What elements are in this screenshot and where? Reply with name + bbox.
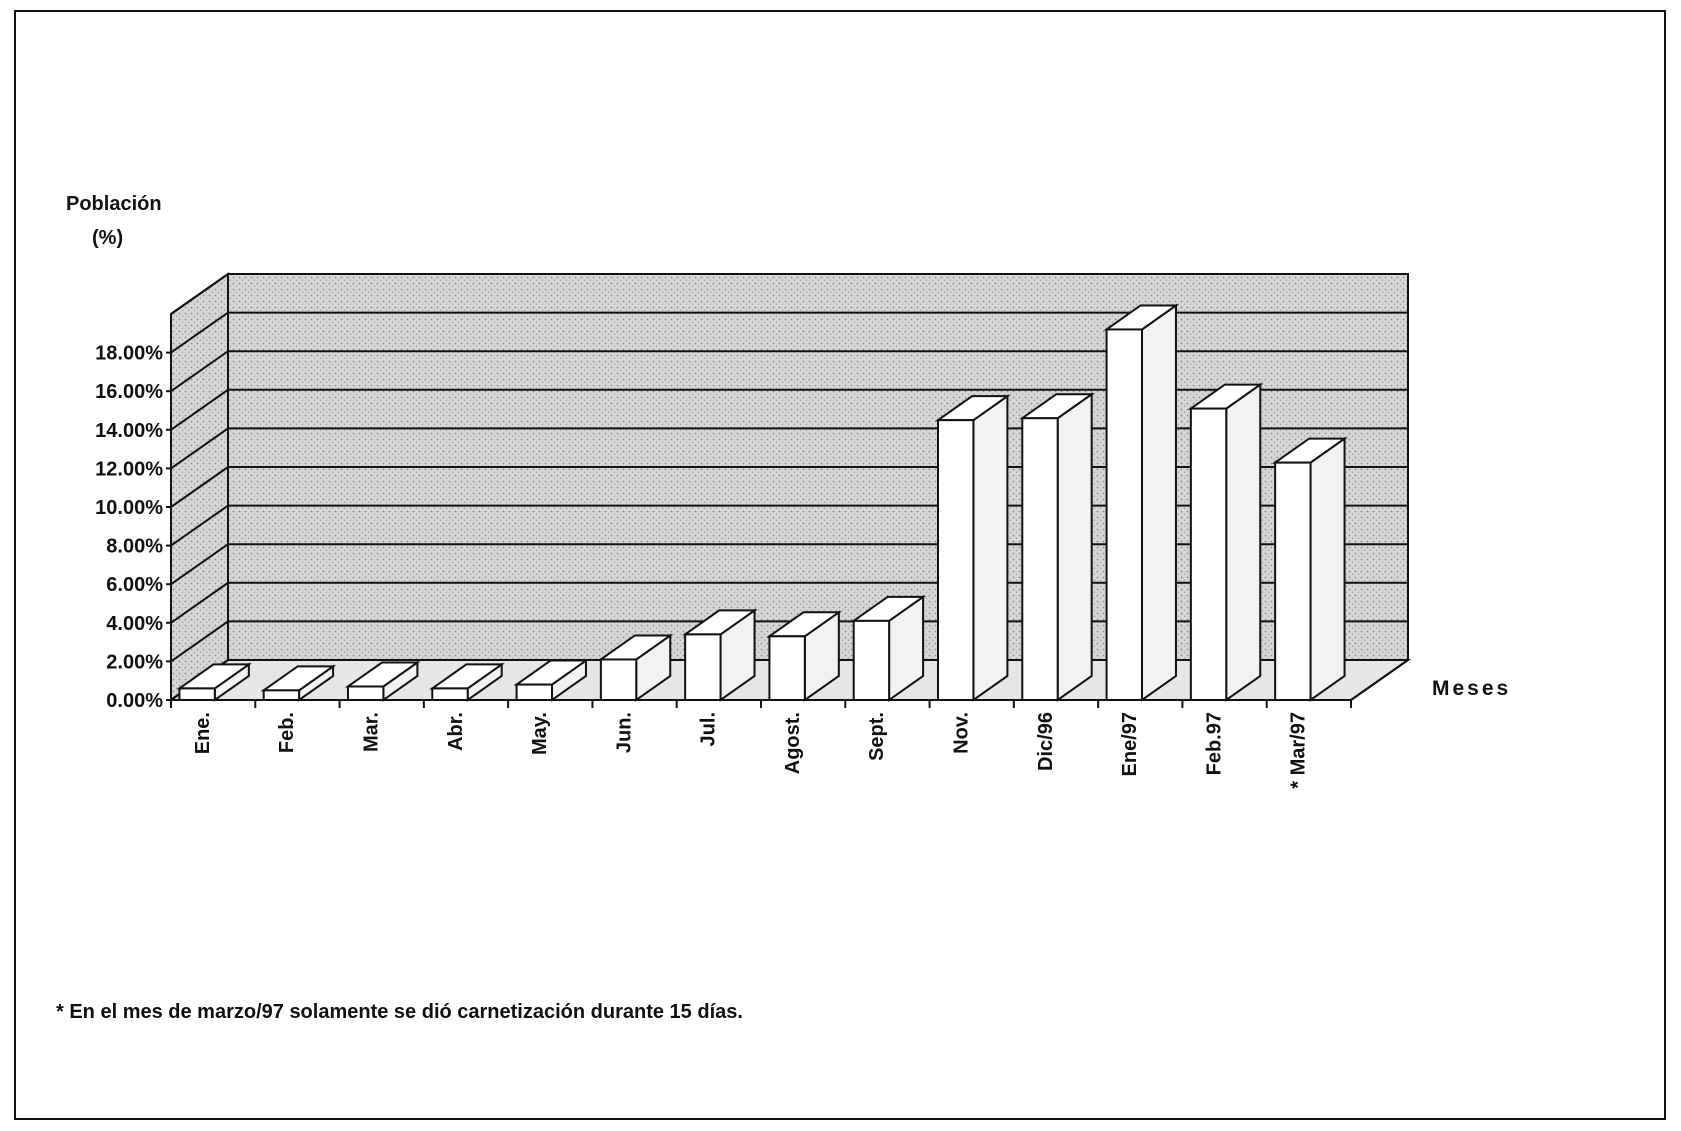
y-tick-label: 14.00% <box>95 420 163 442</box>
bar <box>766 610 842 702</box>
gridline <box>170 350 1408 393</box>
bar-front <box>768 635 806 701</box>
bar-front <box>1105 328 1143 701</box>
bar-front <box>1274 461 1312 701</box>
bar <box>513 658 590 702</box>
x-tick-label: Feb. <box>276 712 298 753</box>
bar-front <box>515 683 553 701</box>
bar <box>1271 436 1348 702</box>
bar-front <box>937 419 975 701</box>
gridlines <box>170 273 1408 701</box>
bar <box>681 608 758 702</box>
bar-side <box>1140 303 1177 702</box>
gridline <box>170 581 1408 624</box>
bar-side <box>1225 382 1262 702</box>
chart-frame: 0.00% 2.00% 4.00% 6.00% 8.00% 10.00% 12.00% 14.… <box>14 10 1666 1120</box>
x-tick-label: Ene/97 <box>1119 712 1141 776</box>
x-tick-label: * Mar/97 <box>1288 712 1310 789</box>
gridline <box>170 427 1408 470</box>
footnote: * En el mes de marzo/97 solamente se dió… <box>56 1001 743 1023</box>
bar-front <box>1189 407 1228 701</box>
bar-front <box>684 633 722 702</box>
y-tick-label: 0.00% <box>106 690 163 712</box>
bar-side <box>1056 392 1093 702</box>
bar-front <box>347 685 385 701</box>
y-axis-ticks: 0.00% 2.00% 4.00% 6.00% 8.00% 10.00% 12.00% 14.… <box>95 343 171 712</box>
y-axis-unit: (%) <box>92 227 123 249</box>
bar-side <box>972 394 1009 702</box>
bar <box>850 594 927 702</box>
bars <box>176 303 1348 702</box>
bar <box>934 394 1011 702</box>
bar-front <box>178 687 216 701</box>
x-tick-label: Nov. <box>951 712 973 754</box>
y-axis-label: Población <box>66 193 162 215</box>
gridline <box>170 620 1408 663</box>
y-tick-label: 6.00% <box>106 574 163 596</box>
y-tick-label: 16.00% <box>95 381 163 403</box>
bar <box>176 662 252 702</box>
bar-side <box>1309 436 1346 702</box>
x-tick-label: May. <box>529 712 551 755</box>
x-axis-label: Meses <box>1432 677 1511 700</box>
gridline <box>170 273 1408 315</box>
bar <box>1103 303 1180 702</box>
y-tick-label: 4.00% <box>106 613 163 635</box>
y-tick-label: 18.00% <box>95 343 163 365</box>
x-tick-label: Jun. <box>613 712 635 753</box>
x-tick-label: Abr. <box>445 712 467 751</box>
bar <box>597 633 674 702</box>
bar <box>344 660 421 702</box>
x-axis-ticks: Ene. Feb. Mar. Abr. May. Jun. Jul. Agost. Sept. N… <box>170 700 1352 789</box>
bar <box>1019 392 1095 702</box>
bar-front <box>1021 417 1059 701</box>
gridline <box>170 543 1408 586</box>
x-tick-label: Feb.97 <box>1203 712 1225 775</box>
bar <box>260 664 337 702</box>
gridline <box>170 466 1408 508</box>
gridline <box>170 311 1408 354</box>
y-tick-label: 8.00% <box>106 536 163 558</box>
gridline <box>170 388 1408 431</box>
bar-front <box>599 658 638 701</box>
floor-edge <box>1350 659 1409 701</box>
x-tick-label: Mar. <box>361 712 383 752</box>
bar-front <box>262 689 301 701</box>
y-tick-label: 2.00% <box>106 651 163 673</box>
x-tick-label: Agost. <box>782 712 804 774</box>
x-tick-label: Ene. <box>192 712 214 754</box>
x-tick-label: Sept. <box>866 712 888 761</box>
bar-front <box>431 687 469 701</box>
y-tick-label: 12.00% <box>95 458 163 480</box>
bar-chart: 0.00% 2.00% 4.00% 6.00% 8.00% 10.00% 12.00% 14.… <box>56 193 1511 1023</box>
x-tick-label: Dic/96 <box>1035 712 1057 771</box>
bar-front <box>852 619 891 701</box>
gridline <box>170 504 1408 547</box>
bar <box>1187 382 1264 702</box>
y-tick-label: 10.00% <box>95 497 163 519</box>
bar <box>429 662 505 702</box>
x-tick-label: Jul. <box>698 712 720 746</box>
